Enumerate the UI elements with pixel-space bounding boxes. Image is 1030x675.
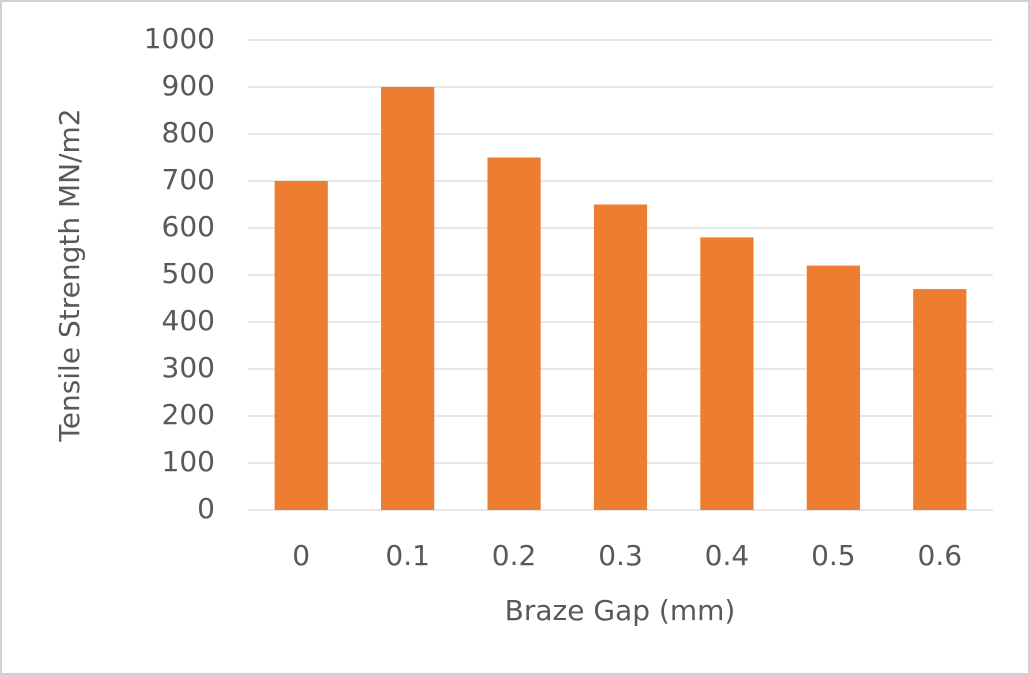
bar: [593, 204, 648, 510]
y-tick-label: 200: [162, 398, 215, 431]
x-tick-label: 0.2: [492, 539, 537, 572]
x-axis-title: Braze Gap (mm): [505, 594, 736, 627]
y-tick-label: 1000: [144, 22, 215, 55]
x-tick-label: 0: [292, 539, 310, 572]
x-tick-label: 0.6: [918, 539, 963, 572]
y-tick-label: 500: [162, 257, 215, 290]
bar: [274, 181, 328, 510]
y-tick-label: 900: [162, 69, 215, 102]
y-tick-label: 400: [162, 304, 215, 337]
bar: [913, 289, 967, 510]
x-tick-label: 0.1: [385, 539, 430, 572]
bar: [487, 157, 541, 510]
y-tick-label: 300: [162, 351, 215, 384]
y-tick-label: 800: [162, 116, 215, 149]
x-tick-label: 0.5: [811, 539, 856, 572]
y-tick-label: 100: [162, 445, 215, 478]
y-tick-label: 700: [162, 163, 215, 196]
y-tick-label: 0: [197, 492, 215, 525]
y-axis-title: Tensile Strength MN/m2: [53, 108, 86, 442]
bar: [806, 265, 860, 510]
bar: [700, 237, 754, 510]
x-tick-label: 0.4: [705, 539, 750, 572]
bar: [381, 87, 435, 510]
x-tick-label: 0.3: [598, 539, 643, 572]
y-tick-label: 600: [162, 210, 215, 243]
